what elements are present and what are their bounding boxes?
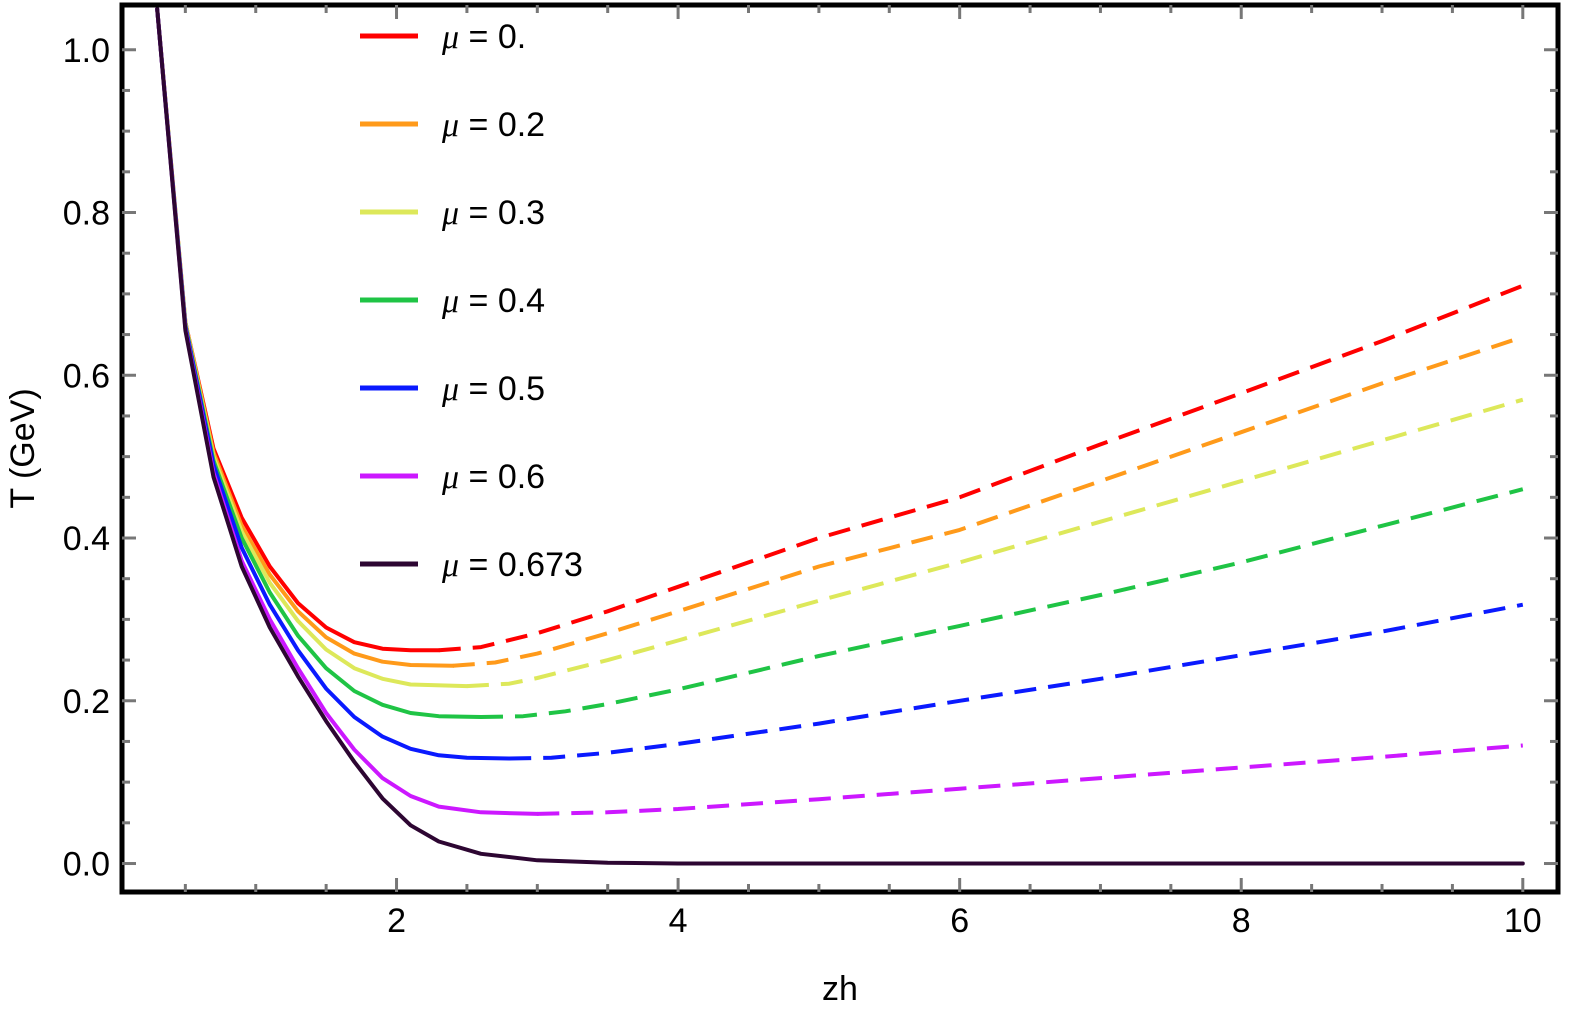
legend-value: = 0.6	[459, 458, 545, 496]
series-line-solid-3	[155, 7, 483, 719]
series-line-solid-0	[155, 7, 441, 653]
y-tick-label: 0.2	[63, 683, 110, 721]
legend-label: μ = 0.5	[441, 370, 545, 408]
plot-lines	[155, 7, 1525, 866]
legend-value: = 0.5	[459, 370, 545, 408]
legend-mu-symbol: μ	[441, 459, 459, 496]
legend-mu-symbol: μ	[441, 547, 459, 584]
series-line-dashed-4	[509, 602, 1524, 761]
series-line-dashed-5	[537, 743, 1523, 816]
plot-frame	[119, 2, 1561, 895]
legend-mu-symbol: μ	[441, 107, 459, 144]
x-tick-label: 2	[387, 902, 406, 940]
y-tick-label: 1.0	[63, 32, 110, 70]
legend-value: = 0.4	[459, 282, 545, 320]
x-tick-label: 8	[1232, 902, 1251, 940]
x-tick-label: 6	[950, 902, 969, 940]
series-line-solid-1	[155, 7, 455, 668]
legend-mu-symbol: μ	[441, 195, 459, 232]
legend-label: μ = 0.	[441, 18, 526, 56]
x-tick-label: 10	[1504, 902, 1542, 940]
legend-mu-symbol: μ	[441, 19, 459, 56]
legend-value: = 0.	[459, 18, 526, 56]
x-tick-label: 4	[669, 902, 688, 940]
legend-mu-symbol: μ	[441, 283, 459, 320]
legend-value: = 0.673	[459, 546, 583, 584]
x-axis-title: zh	[822, 970, 858, 1008]
series-line-dashed-1	[452, 335, 1524, 668]
series-line-dashed-2	[466, 397, 1524, 689]
series-line-dashed-3	[480, 487, 1524, 719]
legend-label: μ = 0.6	[441, 458, 545, 496]
legend-label: μ = 0.3	[441, 194, 545, 232]
y-tick-label: 0.8	[63, 195, 110, 233]
legend-value: = 0.2	[459, 106, 545, 144]
series-line-solid-2	[155, 7, 469, 689]
y-tick-label: 0.0	[63, 846, 110, 884]
series-line-solid-6	[155, 7, 1525, 866]
legend-mu-symbol: μ	[441, 371, 459, 408]
legend-label: μ = 0.2	[441, 106, 545, 144]
tick-labels: 2 4 6 8 10 0.0 0.2 0.4 0.6 0.8 1.0	[63, 32, 1542, 940]
legend: μ = 0.μ = 0.2μ = 0.3μ = 0.4μ = 0.5μ = 0.…	[360, 18, 583, 584]
series-line-dashed-0	[438, 283, 1524, 653]
legend-label: μ = 0.673	[441, 546, 583, 584]
y-axis-title: T (GeV)	[4, 388, 42, 508]
y-tick-label: 0.4	[63, 520, 110, 558]
axis-ticks	[122, 5, 1558, 892]
legend-label: μ = 0.4	[441, 282, 545, 320]
legend-value: = 0.3	[459, 194, 545, 232]
y-tick-label: 0.6	[63, 357, 110, 395]
